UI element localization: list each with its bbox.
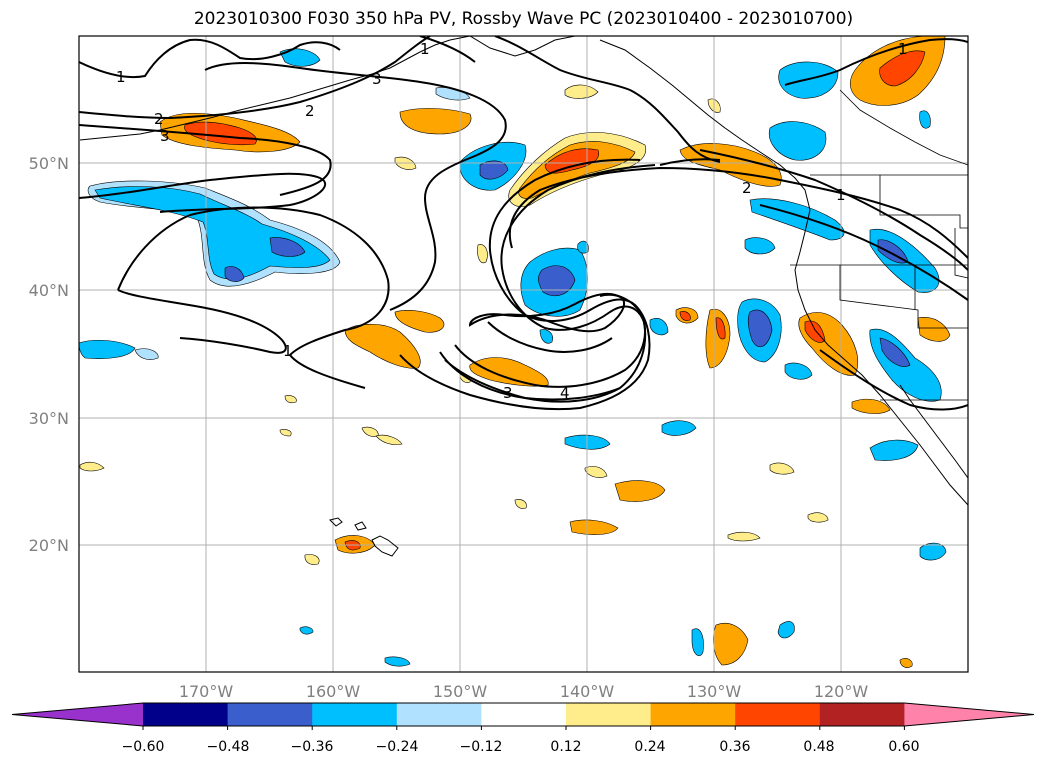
colorbar xyxy=(11,702,1035,730)
colorbar-tick-label: 0.24 xyxy=(634,739,665,755)
lon-label: 120°W xyxy=(814,682,869,701)
lon-label: 170°W xyxy=(179,682,234,701)
colorbar-max-arrow xyxy=(904,703,1034,726)
colorbar-segment xyxy=(566,703,652,726)
colorbar-tick-label: 0.60 xyxy=(888,739,919,755)
contour-label: 2 xyxy=(305,102,315,120)
contour-label: 3 xyxy=(503,384,513,402)
colorbar-tick-label: −0.48 xyxy=(207,739,250,755)
latitude-labels: 50°N 40°N 30°N 20°N xyxy=(29,154,69,555)
plot-frame xyxy=(78,35,969,673)
colorbar-tick-label: −0.60 xyxy=(122,739,165,755)
colorbar-segment xyxy=(481,703,567,726)
lat-label: 40°N xyxy=(29,281,69,300)
lat-label: 20°N xyxy=(29,536,69,555)
lon-label: 130°W xyxy=(687,682,742,701)
lat-label: 50°N xyxy=(29,154,69,173)
colorbar-tick-label: −0.12 xyxy=(460,739,503,755)
colorbar-tick-label: 0.36 xyxy=(719,739,750,755)
colorbar-segment xyxy=(227,703,313,726)
contour-label: 1 xyxy=(283,342,293,360)
colorbar-segment xyxy=(819,703,905,726)
pv-contours xyxy=(79,36,968,411)
colorbar-tick-labels: −0.60 −0.48 −0.36 −0.24 −0.12 0.12 0.24 … xyxy=(122,739,920,755)
contour-label: 3 xyxy=(372,70,382,88)
lon-label: 140°W xyxy=(560,682,615,701)
colorbar-tick-label: 0.12 xyxy=(550,739,581,755)
colorbar-segment xyxy=(143,703,229,726)
lat-label: 30°N xyxy=(29,409,69,428)
figure-title: 2023010300 F030 350 hPa PV, Rossby Wave … xyxy=(193,9,854,29)
contour-label: 1 xyxy=(836,186,846,204)
longitude-labels: 170°W 160°W 150°W 140°W 130°W 120°W xyxy=(179,682,869,701)
colorbar-segment xyxy=(650,703,736,726)
contour-label: 1 xyxy=(898,40,908,58)
colorbar-tick-label: −0.24 xyxy=(376,739,419,755)
colorbar-segment xyxy=(735,703,821,726)
lon-label: 160°W xyxy=(306,682,361,701)
colorbar-tick-label: −0.36 xyxy=(291,739,334,755)
lon-label: 150°W xyxy=(433,682,488,701)
colorbar-segment xyxy=(396,703,482,726)
contour-label: 1 xyxy=(420,40,430,58)
colorbar-tick-label: 0.48 xyxy=(803,739,834,755)
contour-label: 4 xyxy=(560,384,570,402)
contour-label: 1 xyxy=(116,68,126,86)
contour-labels: 1 2 3 2 3 1 1 3 4 2 1 1 xyxy=(116,40,908,402)
state-borders xyxy=(790,89,968,401)
contour-label: 2 xyxy=(742,179,752,197)
coastlines xyxy=(79,36,968,557)
contour-label: 3 xyxy=(160,127,170,145)
colorbar-min-arrow xyxy=(12,703,143,726)
contour-label: 2 xyxy=(154,110,164,128)
graticule xyxy=(79,36,968,672)
colorbar-segment xyxy=(312,703,398,726)
